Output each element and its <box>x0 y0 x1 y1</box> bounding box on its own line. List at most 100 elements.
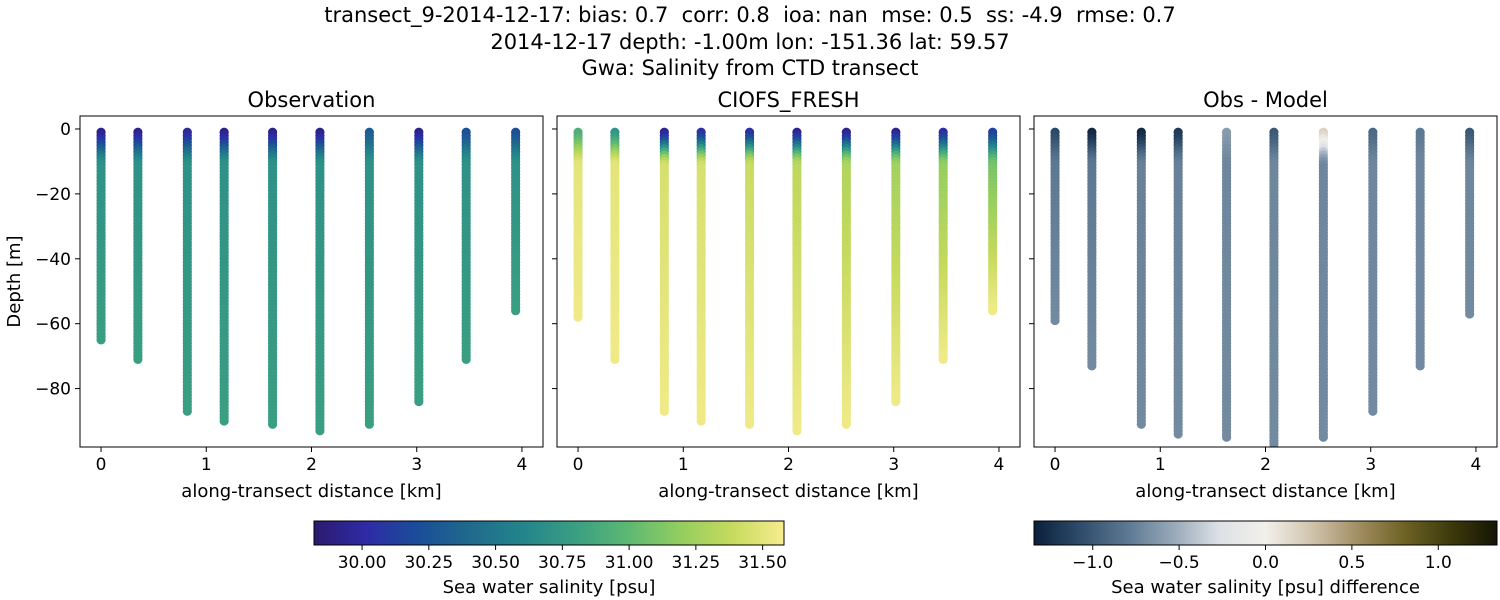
panel-title: Observation <box>248 88 376 112</box>
data-point <box>891 396 901 407</box>
data-point <box>1136 419 1146 429</box>
station-cast <box>610 127 620 364</box>
data-point <box>267 419 278 429</box>
data-point <box>792 426 802 436</box>
data-point <box>696 416 706 426</box>
panel-title: CIOFS_FRESH <box>718 88 860 113</box>
panel-title: Obs - Model <box>1203 88 1328 112</box>
station-cast <box>659 127 669 416</box>
x-tick-label: 3 <box>888 455 899 475</box>
station-cast <box>988 127 998 316</box>
colorbar-tick-label: 0.0 <box>1252 553 1279 573</box>
station-cast <box>744 127 755 429</box>
station-cast <box>315 127 325 436</box>
station-cast <box>1415 127 1425 371</box>
plot-frame <box>556 115 1021 448</box>
station-cast <box>267 127 278 429</box>
colorbar-tick-label: 30.50 <box>471 553 520 573</box>
colorbar <box>1033 520 1498 546</box>
station-cast <box>461 127 471 364</box>
y-tick-label: −20 <box>35 185 71 205</box>
station-cast <box>1318 127 1328 442</box>
station-cast <box>96 127 106 345</box>
data-point <box>219 416 229 426</box>
data-point <box>1368 406 1378 416</box>
data-point <box>1087 361 1097 371</box>
x-tick-label: 1 <box>1155 455 1166 475</box>
station-cast <box>841 127 851 429</box>
colorbar-label: Sea water salinity [psu] difference <box>1111 577 1420 598</box>
colorbar-tick-label: 0.5 <box>1338 553 1365 573</box>
station-cast <box>938 127 948 364</box>
y-tick-label: −80 <box>35 380 71 400</box>
data-point <box>610 354 620 364</box>
station-cast <box>1050 127 1060 326</box>
plot-frame <box>79 115 544 448</box>
station-cast <box>1368 127 1378 416</box>
colorbar-tick-label: 31.50 <box>738 553 787 573</box>
data-point <box>573 312 583 322</box>
x-tick-label: 4 <box>1471 455 1482 475</box>
data-point <box>182 406 192 416</box>
station-cast <box>182 127 192 416</box>
data-point <box>133 354 143 364</box>
station-cast <box>1087 127 1097 371</box>
data-point <box>938 354 948 364</box>
data-point <box>511 306 521 316</box>
x-tick-label: 2 <box>1260 455 1271 475</box>
data-point <box>414 396 424 407</box>
data-point <box>841 419 851 429</box>
y-tick-label: −60 <box>35 315 71 335</box>
x-tick-label: 2 <box>306 455 317 475</box>
data-point <box>1221 432 1232 442</box>
station-cast <box>1221 127 1232 442</box>
station-cast <box>1173 127 1183 439</box>
colorbar-label: Sea water salinity [psu] <box>443 577 656 598</box>
station-cast <box>511 127 521 316</box>
data-point <box>315 426 325 436</box>
scatter-series <box>573 127 998 436</box>
scatter-series <box>1050 127 1475 447</box>
colorbar-tick-label: 31.00 <box>605 553 654 573</box>
colorbar-tick-label: 31.25 <box>672 553 721 573</box>
data-point <box>1050 315 1060 326</box>
y-tick-label: 0 <box>60 120 71 140</box>
colorbar-tick-label: −1.0 <box>1072 553 1113 573</box>
x-axis-label: along-transect distance [km] <box>181 481 441 502</box>
x-tick-label: 2 <box>783 455 794 475</box>
station-cast <box>1465 127 1475 319</box>
x-tick-label: 4 <box>517 455 528 475</box>
x-tick-label: 3 <box>1365 455 1376 475</box>
station-cast <box>133 127 143 364</box>
colorbar-tick-label: 30.00 <box>338 553 387 573</box>
data-point <box>988 306 998 316</box>
y-tick-label: −40 <box>35 250 71 270</box>
data-point <box>1173 429 1183 439</box>
chart-title-line-2: 2014-12-17 depth: -1.00m lon: -151.36 la… <box>490 30 1010 54</box>
data-point <box>1269 442 1279 447</box>
chart-title-line-3: Gwa: Salinity from CTD transect <box>581 56 919 80</box>
x-tick-label: 1 <box>201 455 212 475</box>
station-cast <box>1269 127 1279 447</box>
station-cast <box>792 127 802 436</box>
x-axis-label: along-transect distance [km] <box>1135 481 1395 502</box>
data-point <box>96 335 106 345</box>
station-cast <box>364 127 374 429</box>
colorbar-tick-label: −0.5 <box>1158 553 1199 573</box>
data-point <box>364 419 374 429</box>
station-cast <box>219 127 229 426</box>
data-point <box>1318 432 1328 442</box>
colorbar-tick-label: 30.75 <box>538 553 587 573</box>
scatter-series <box>96 127 521 436</box>
station-cast <box>891 127 901 407</box>
x-tick-label: 0 <box>96 455 107 475</box>
data-point <box>659 406 669 416</box>
data-point <box>744 419 755 429</box>
station-cast <box>573 127 583 322</box>
data-point <box>1415 361 1425 371</box>
x-tick-label: 3 <box>411 455 422 475</box>
station-cast <box>696 127 706 426</box>
colorbar-tick-label: 30.25 <box>404 553 453 573</box>
colorbar <box>313 520 785 546</box>
